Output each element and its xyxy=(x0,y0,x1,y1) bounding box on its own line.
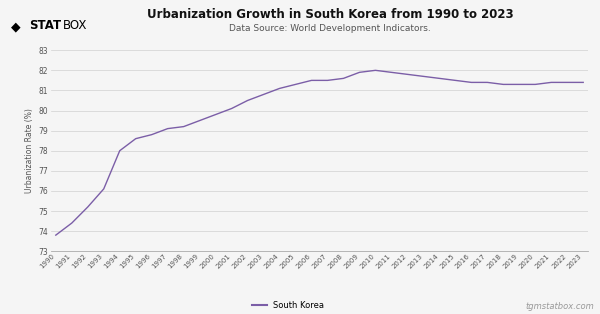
Text: STAT: STAT xyxy=(29,19,61,32)
Text: BOX: BOX xyxy=(63,19,88,32)
Text: tgmstatbox.com: tgmstatbox.com xyxy=(525,302,594,311)
Text: Data Source: World Development Indicators.: Data Source: World Development Indicator… xyxy=(229,24,431,33)
Text: Urbanization Growth in South Korea from 1990 to 2023: Urbanization Growth in South Korea from … xyxy=(146,8,514,21)
Legend: South Korea: South Korea xyxy=(251,301,325,310)
Y-axis label: Urbanization Rate (%): Urbanization Rate (%) xyxy=(25,108,34,193)
Text: ◆: ◆ xyxy=(11,20,20,33)
